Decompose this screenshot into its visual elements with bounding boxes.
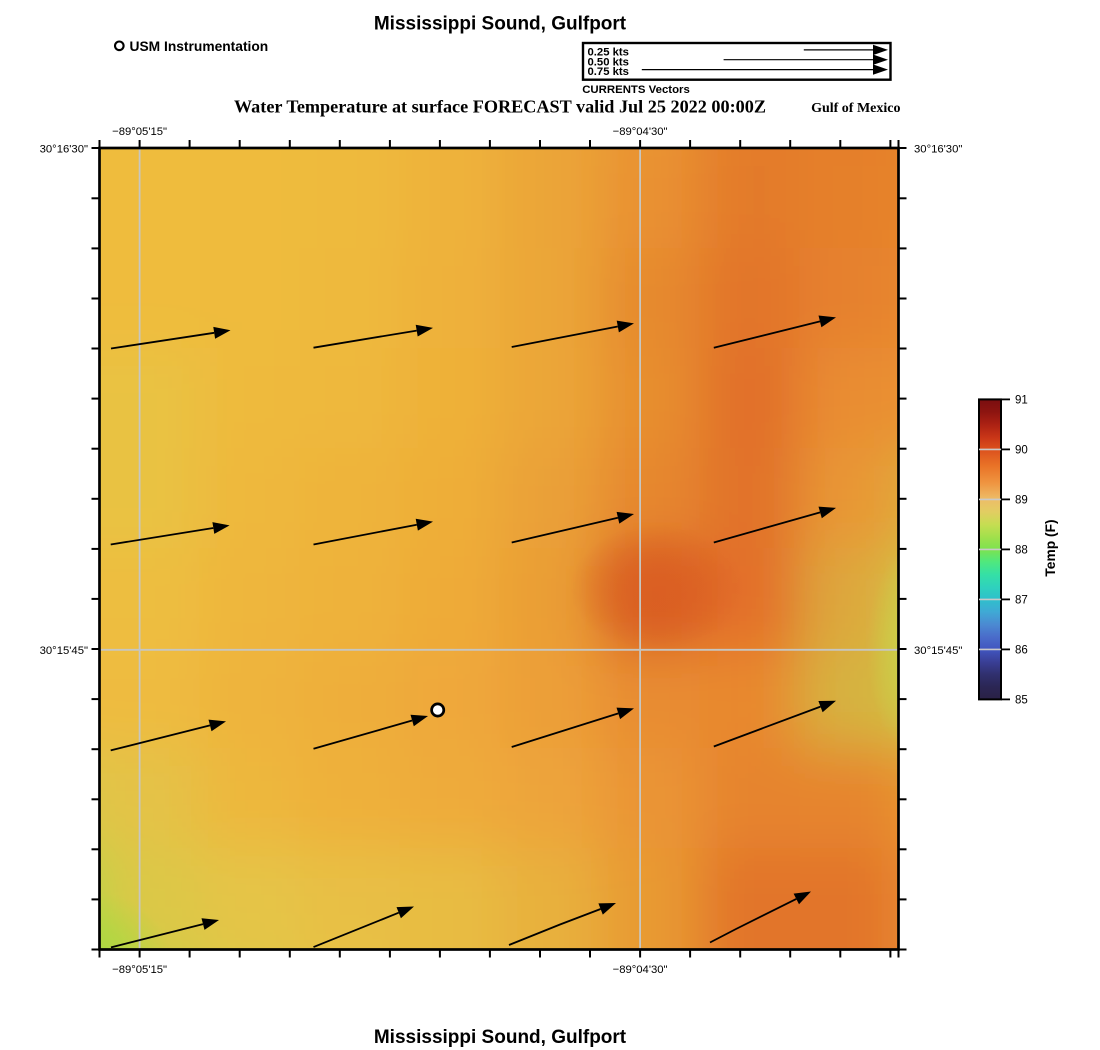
svg-text:91: 91 <box>1015 395 1028 407</box>
svg-text:86: 86 <box>1015 645 1028 657</box>
svg-text:87: 87 <box>1015 595 1028 607</box>
svg-text:0.50 kts: 0.50 kts <box>588 56 629 68</box>
svg-text:Mississippi Sound, Gulfport: Mississippi Sound, Gulfport <box>374 1027 627 1048</box>
svg-text:85: 85 <box>1015 695 1028 707</box>
svg-text:30°16'30": 30°16'30" <box>914 144 962 156</box>
svg-text:−89°04'30": −89°04'30" <box>613 964 668 976</box>
svg-text:30°16'30": 30°16'30" <box>40 144 88 156</box>
svg-text:−89°05'15": −89°05'15" <box>112 964 167 976</box>
svg-text:−89°04'30": −89°04'30" <box>613 126 668 138</box>
svg-text:90: 90 <box>1015 445 1028 457</box>
svg-text:Mississippi Sound, Gulfport: Mississippi Sound, Gulfport <box>374 14 627 35</box>
svg-text:0.25 kts: 0.25 kts <box>588 47 629 59</box>
svg-text:30°15'45": 30°15'45" <box>914 645 962 657</box>
svg-text:Water Temperature at surface F: Water Temperature at surface FORECAST va… <box>234 97 766 117</box>
svg-text:CURRENTS Vectors: CURRENTS Vectors <box>582 84 690 96</box>
svg-text:Temp (F): Temp (F) <box>1043 519 1058 576</box>
svg-text:89: 89 <box>1015 495 1028 507</box>
svg-text:−89°05'15": −89°05'15" <box>112 126 167 138</box>
svg-text:Gulf of Mexico: Gulf of Mexico <box>811 101 900 116</box>
svg-text:88: 88 <box>1015 545 1028 557</box>
svg-text:0.75 kts: 0.75 kts <box>588 66 629 78</box>
svg-text:30°15'45": 30°15'45" <box>40 645 88 657</box>
svg-text:USM Instrumentation: USM Instrumentation <box>130 39 269 54</box>
